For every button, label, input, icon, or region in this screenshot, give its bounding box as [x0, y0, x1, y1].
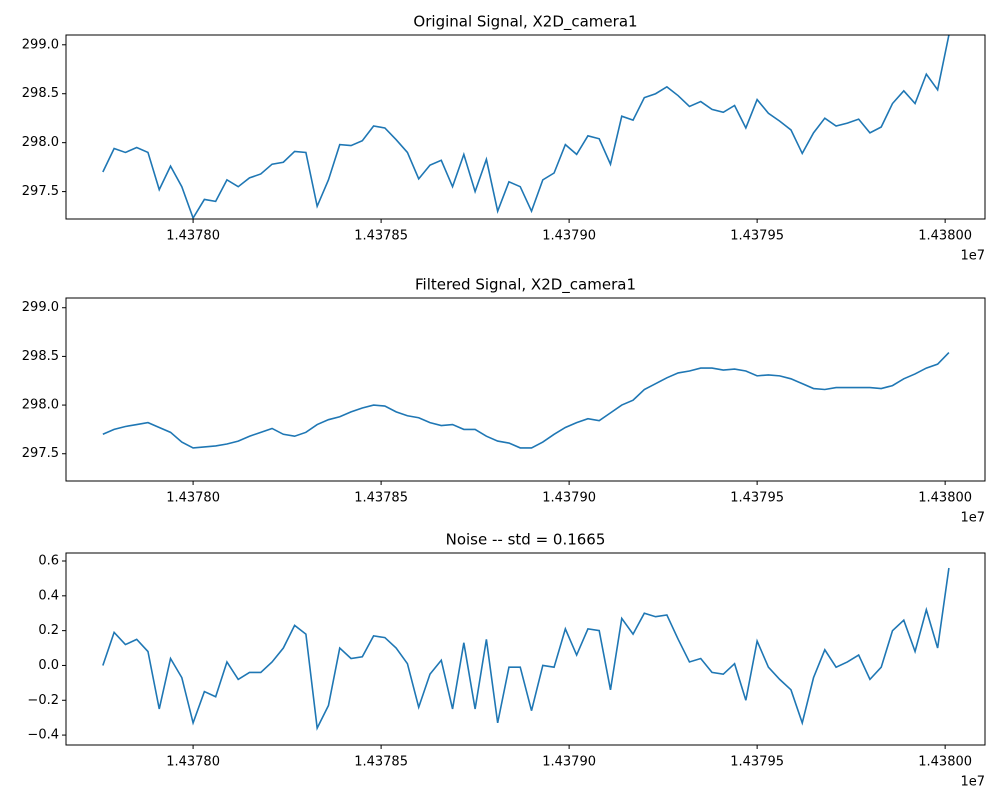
y-tick-label: 298.5	[22, 349, 59, 364]
y-tick-label: −0.2	[27, 693, 59, 708]
x-tick-label: 1.43780	[166, 755, 220, 770]
x-tick-label: 1.43785	[354, 229, 408, 244]
y-tick-label: 298.0	[22, 135, 59, 150]
x-tick-label: 1.43790	[542, 229, 596, 244]
x-tick-label: 1.43800	[918, 755, 972, 770]
x-tick-label: 1.43795	[730, 491, 784, 506]
x-tick-label: 1.43780	[166, 229, 220, 244]
chart-title: Original Signal, X2D_camera1	[413, 13, 637, 32]
signal-line	[102, 351, 950, 449]
y-tick-label: 297.5	[22, 184, 59, 199]
y-tick-label: 0.4	[38, 588, 59, 603]
y-tick-label: 299.0	[22, 37, 59, 52]
y-tick-label: 298.5	[22, 86, 59, 101]
y-tick-label: 297.5	[22, 446, 59, 461]
x-offset-label: 1e7	[960, 249, 985, 264]
y-tick-label: 298.0	[22, 398, 59, 413]
x-tick-label: 1.43795	[730, 229, 784, 244]
x-tick-label: 1.43785	[354, 755, 408, 770]
y-tick-label: −0.4	[27, 728, 59, 743]
y-tick-label: 0.0	[38, 658, 59, 673]
chart-title: Noise -- std = 0.1665	[446, 531, 606, 549]
x-tick-label: 1.43790	[542, 491, 596, 506]
chart-title: Filtered Signal, X2D_camera1	[415, 276, 636, 295]
y-tick-label: 0.6	[38, 554, 59, 569]
x-tick-label: 1.43785	[354, 491, 408, 506]
x-tick-label: 1.43800	[918, 491, 972, 506]
axes-frame	[65, 552, 986, 746]
axes-frame	[65, 34, 986, 220]
x-tick-label: 1.43790	[542, 755, 596, 770]
x-offset-label: 1e7	[960, 775, 985, 790]
x-tick-label: 1.43800	[918, 229, 972, 244]
x-tick-label: 1.43780	[166, 491, 220, 506]
y-tick-label: 299.0	[22, 300, 59, 315]
axes-frame	[65, 297, 986, 482]
x-offset-label: 1e7	[960, 511, 985, 526]
signal-line	[102, 567, 950, 731]
y-tick-label: 0.2	[38, 623, 59, 638]
x-tick-label: 1.43795	[730, 755, 784, 770]
signal-line	[102, 35, 950, 219]
